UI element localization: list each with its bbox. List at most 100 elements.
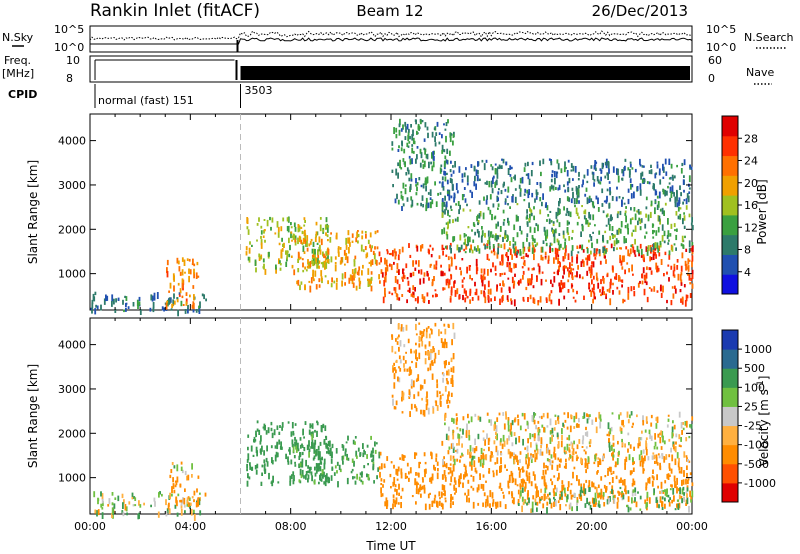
power-cell-2050 [477,161,479,167]
power-cell-905 [679,289,682,293]
power-cell-16 [139,309,142,315]
power-cell-1415 [608,203,611,209]
velocity-colorbar-tick-label-3: 25 [744,400,758,413]
velocity-cell-1754 [418,343,421,348]
velocity-cell-1048 [533,412,535,418]
velocity-cell-944 [492,472,495,478]
power-cell-24 [117,297,120,301]
velocity-cell-1093 [638,441,641,447]
power-cell-1400 [545,235,547,242]
power-cell-672 [606,289,609,292]
velocity-cell-579 [633,461,635,465]
velocity-xtick-label-1: 04:00 [174,520,206,533]
power-cell-1260 [478,231,480,238]
velocity-cell-1165 [595,417,597,422]
velocity-colorbar-frame [721,329,739,503]
velocity-cell-1297 [570,414,572,418]
velocity-cell-1119 [670,447,672,453]
velocity-cell-1072 [675,433,678,438]
power-cell-72 [127,306,130,309]
velocity-cell-1627 [393,373,396,380]
velocity-cell-1649 [415,323,417,331]
power-cell-1366 [533,238,536,243]
power-colorbar-tick-label-4: 20 [744,177,758,190]
power-cell-1685 [568,197,571,202]
power-cell-1184 [410,178,413,182]
power-cell-1226 [418,125,420,131]
velocity-cell-1003 [600,476,603,481]
power-cell-402 [312,254,314,258]
velocity-cell-268 [246,469,248,472]
velocity-cell-1021 [482,502,484,507]
velocity-cell-348 [339,468,342,473]
power-cell-1924 [668,182,671,185]
power-cell-1716 [506,195,509,198]
power-cell-1054 [624,269,626,275]
velocity-cell-369 [357,447,360,452]
power-cell-432 [315,284,318,290]
velocity-cell-1014 [671,484,673,488]
power-cell-665 [643,257,645,263]
power-cell-1493 [620,221,623,228]
power-cell-265 [260,242,263,249]
velocity-cell-681 [492,502,494,507]
power-cell-1306 [659,240,662,246]
velocity-cell-1601 [399,367,402,372]
velocity-cell-531 [502,491,504,494]
velocity-cell-238 [275,451,278,458]
date-title: 26/Dec/2013 [592,2,688,20]
velocity-cell-1418 [482,437,485,441]
power-cell-902 [618,290,621,295]
power-cell-1372 [441,202,444,207]
power-cell-377 [299,284,301,291]
velocity-cell-900 [441,503,444,510]
velocity-cell-791 [511,477,514,484]
velocity-cell-1584 [392,398,394,406]
power-cell-317 [349,274,352,281]
velocity-cell-777 [572,471,574,479]
power-cell-1386 [481,226,483,230]
power-cell-243 [319,217,322,220]
velocity-cell-59 [113,503,116,509]
velocity-cell-1144 [621,438,623,443]
nsky-tick-low: 10^0 [54,41,84,54]
power-cell-174 [256,223,259,226]
velocity-cell-1686 [395,369,397,374]
power-cell-1958 [680,192,682,197]
velocity-cell-1205 [661,431,664,438]
power-cell-1156 [398,129,401,136]
velocity-cell-1182 [470,416,473,423]
power-cell-867 [558,282,561,287]
velocity-cell-664 [524,481,527,489]
velocity-cell-1710 [425,403,428,411]
power-cell-1332 [497,221,499,227]
velocity-cell-33 [184,510,186,514]
velocity-cell-778 [624,485,627,490]
power-cell-1640 [638,217,641,221]
velocity-cell-763 [632,478,635,486]
power-cell-1071 [406,167,409,172]
power-cell-1015 [628,268,630,273]
velocity-cell-966 [523,479,526,484]
power-cell-427 [312,273,314,279]
power-cell-440 [310,277,313,284]
power-cell-49 [136,299,139,306]
velocity-cell-1496 [686,497,689,504]
velocity-cell-508 [380,483,383,486]
power-cell-298 [368,278,371,285]
power-cell-15 [161,306,164,311]
power-cell-1459 [639,211,642,215]
power-cell-645 [643,288,646,296]
power-cell-329 [335,232,338,240]
velocity-cell-663 [455,487,457,493]
power-cell-1908 [478,200,481,205]
velocity-cell-722 [445,462,448,469]
velocity-cell-1005 [528,459,530,466]
velocity-cell-1412 [547,447,549,454]
velocity-cell-360 [295,445,297,450]
power-cell-613 [649,256,651,262]
power-cell-2009 [446,190,449,194]
velocity-colorbar-swatch-8 [722,330,738,350]
velocity-ytick-label-3: 4000 [58,339,86,352]
velocity-colorbar-swatch-7 [722,349,738,369]
